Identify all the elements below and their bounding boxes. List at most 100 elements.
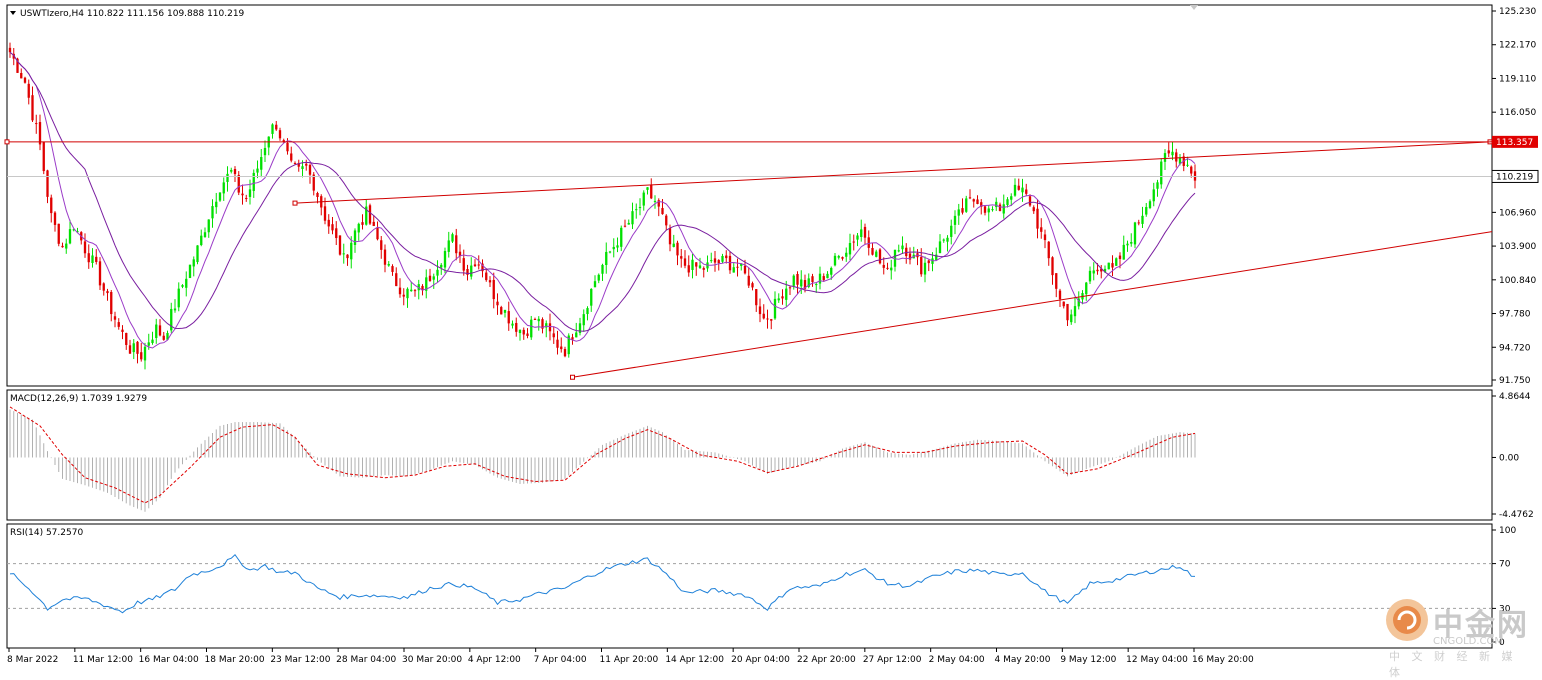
candle-body [695,262,698,267]
channel-handle [292,200,298,206]
rsi-tick-label: 30 [1499,604,1511,614]
candle-body [473,264,477,267]
candle-body [1175,152,1178,162]
candle-body [215,201,218,208]
candle-body [376,227,379,240]
candle-body [1002,204,1005,214]
candle-body [702,268,705,270]
candle-body [773,298,777,319]
menu-triangle-icon [10,11,16,15]
candle-body [136,341,139,354]
candle-body [661,208,664,215]
panel-frame-macd [6,389,1493,521]
candle-body [616,245,619,248]
candle-body [1006,199,1009,206]
candle-body [785,288,788,300]
candle-body [451,234,454,242]
candle-body [185,278,188,288]
candle-body [608,251,612,253]
watermark-tagline: 中 文 财 经 新 媒 体 [1389,650,1517,679]
rsi-tick-label: 70 [1499,560,1511,570]
candle-body [552,333,555,338]
candle-body [226,173,229,182]
candle-body [117,322,120,327]
candle-body [980,202,983,207]
candle-body [192,259,195,267]
candle-body [811,276,814,283]
candle-body [1051,257,1054,276]
candle-body [222,182,225,194]
x-tick-label: 12 May 04:00 [1126,655,1188,665]
candle-body [762,313,765,319]
candle-body [110,291,113,315]
candle-body [875,251,878,257]
candle-body [1145,207,1148,215]
candle-body [140,352,143,360]
candle-body [278,130,282,139]
candle-body [83,241,87,254]
candle-body [1073,306,1077,317]
candle-body [545,323,548,328]
candle-body [428,275,432,281]
candle-body [282,140,285,142]
candle-body [387,263,390,266]
last-price-tag [1491,169,1539,183]
candle-body [1148,201,1152,208]
candle-body [646,187,649,190]
candle-body [1040,227,1043,232]
candle-body [1092,270,1095,274]
candle-body [406,288,409,299]
candle-body [897,250,900,252]
candle-body [158,325,162,336]
candle-body [398,287,402,295]
candle-body [507,311,510,324]
candle-body [957,209,960,216]
candle-body [650,184,653,199]
candle-body [350,242,353,260]
candle-body [218,192,222,201]
candle-body [477,264,480,266]
candle-body [515,322,518,332]
rsi-tick-label: 100 [1499,526,1516,536]
candle-body [143,346,147,361]
coin-logo-icon [1386,599,1428,641]
candle-body [252,172,255,191]
candle-body [383,249,387,265]
candle-body [751,283,754,288]
rsi-title: RSI(14) 57.2570 [10,528,83,538]
candle-body [1107,262,1110,270]
candle-body [822,276,825,281]
candle-body [627,222,630,225]
candle-body [203,232,207,238]
candle-body [845,252,848,257]
candle-body [421,285,424,291]
candle-body [1160,161,1163,185]
x-tick-label: 4 Apr 12:00 [468,655,521,665]
candle-body [323,206,327,221]
candle-body [601,264,604,274]
price-tick-label: 103.900 [1499,242,1536,252]
x-tick-label: 7 Apr 04:00 [534,655,587,665]
candle-body [286,142,289,152]
candle-body [447,240,450,252]
candle-body [132,343,135,353]
candle-body [935,254,938,261]
candle-body [128,345,132,354]
candle-body [1133,222,1137,245]
x-tick-label: 22 Apr 20:00 [797,655,856,665]
candle-body [200,235,203,246]
candle-body [496,301,499,306]
candle-body [365,206,368,225]
candle-body [878,249,882,264]
candle-body [72,229,75,231]
candle-body [766,318,769,320]
candle-body [1118,255,1122,259]
candle-body [16,58,19,73]
candle-body [61,245,64,248]
candle-body [807,278,810,287]
candle-body [211,206,214,219]
candle-body [586,308,589,315]
candle-body [740,263,743,266]
